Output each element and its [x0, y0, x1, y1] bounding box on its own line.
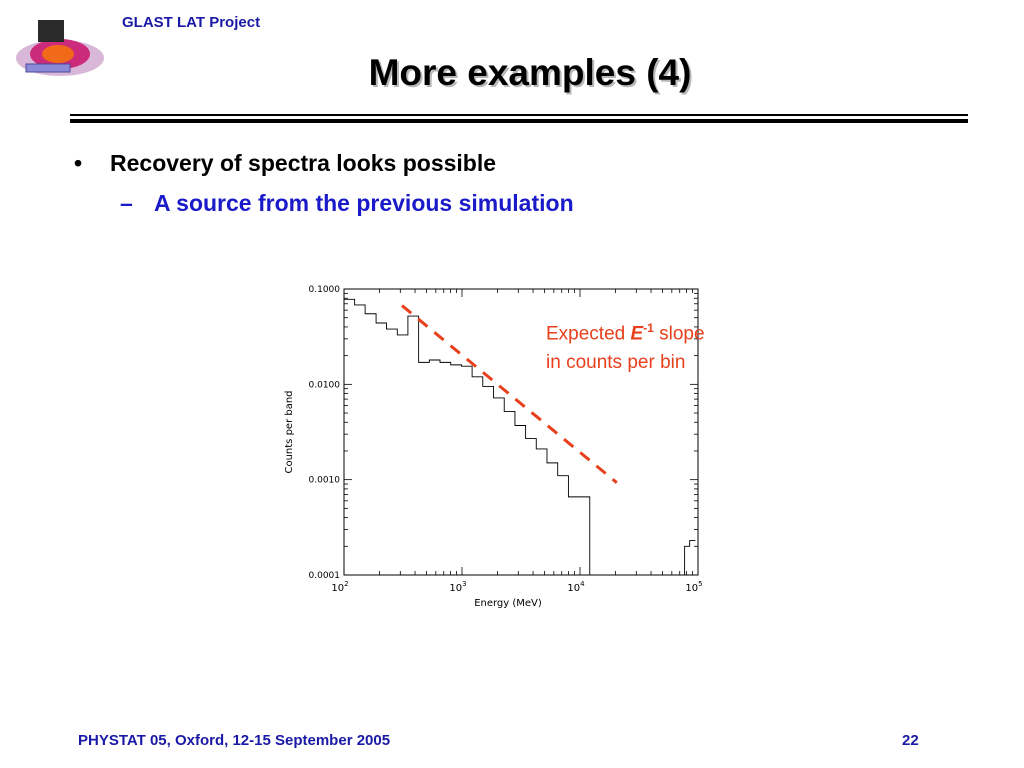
title-rule-thin	[70, 114, 968, 116]
bullet-item: • Recovery of spectra looks possible	[74, 150, 496, 177]
y-axis: 0.1000 0.0100 0.0010 0.0001	[309, 285, 698, 581]
y-tick-label: 0.0001	[309, 571, 341, 581]
title-rule-thick	[70, 119, 968, 123]
annotation-line-1: Expected E-1 slope	[546, 314, 705, 348]
sub-bullet-marker: –	[120, 190, 133, 216]
logo-satellite	[25, 63, 71, 73]
sub-bullet-item: – A source from the previous simulation	[120, 190, 574, 217]
logo-core	[42, 45, 74, 63]
annotation-exponent: -1	[643, 321, 654, 335]
x-tick-label: 105	[685, 580, 702, 594]
reference-slope-line	[401, 304, 618, 484]
histogram-tail	[684, 540, 696, 575]
footer-conference: PHYSTAT 05, Oxford, 12-15 September 2005	[78, 732, 391, 749]
annotation-prefix: Expected	[546, 323, 631, 345]
histogram-series	[344, 298, 601, 576]
bullet-text: Recovery of spectra looks possible	[110, 150, 497, 176]
x-tick-exponent: 3	[462, 580, 466, 588]
annotation-line-2: in counts per bin	[546, 352, 686, 374]
x-tick-label: 104	[567, 580, 585, 594]
slope-annotation: Expected E-1 slope in counts per bin	[546, 314, 705, 377]
bullet-marker: •	[74, 150, 83, 176]
logo-sky-panel	[38, 20, 64, 42]
slide-title: More examples (4)	[368, 52, 692, 93]
x-axis-label: Energy (MeV)	[474, 598, 542, 609]
sub-bullet-text: A source from the previous simulation	[154, 190, 574, 216]
y-tick-label: 0.0100	[309, 380, 341, 390]
y-axis-label: Counts per band	[284, 390, 295, 473]
project-label: GLAST LAT Project	[122, 14, 261, 31]
annotation-suffix: slope	[653, 323, 705, 345]
footer-page-number: 22	[902, 732, 919, 749]
chart-marks	[344, 298, 696, 576]
x-tick-exponent: 5	[698, 580, 702, 588]
spectrum-chart: 102 103 104 105 0.1000 0.0100 0.0010 0.0001 En…	[284, 285, 703, 609]
x-tick-label: 103	[449, 580, 466, 594]
annotation-symbol: E	[630, 323, 644, 345]
y-tick-label: 0.1000	[309, 285, 341, 295]
x-tick-label: 102	[331, 580, 348, 594]
x-tick-exponent: 4	[580, 580, 585, 588]
plot-frame	[343, 288, 699, 576]
y-tick-label: 0.0010	[309, 476, 341, 486]
glast-logo	[16, 20, 104, 76]
x-tick-exponent: 2	[344, 580, 348, 588]
